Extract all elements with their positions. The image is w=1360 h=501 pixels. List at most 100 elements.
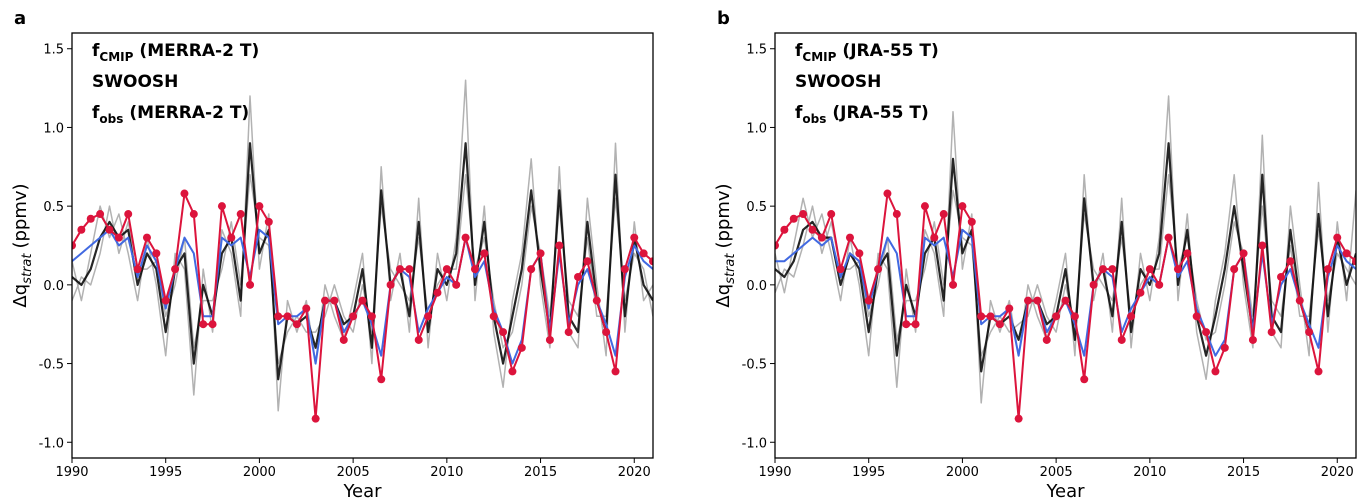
series-point: [855, 249, 864, 258]
series-point: [517, 343, 526, 352]
series-point: [189, 210, 198, 219]
legend-suffix: (JRA-55 T): [832, 103, 928, 123]
series-point: [255, 202, 264, 211]
y-tick-label: 1.5: [746, 43, 767, 58]
series-point: [911, 320, 920, 329]
series-point: [1314, 367, 1323, 376]
series-point: [620, 265, 629, 274]
series-point: [602, 328, 611, 337]
series-point: [171, 265, 180, 274]
series-point: [1220, 343, 1229, 352]
legend-name: f: [795, 41, 803, 61]
series-point: [630, 233, 639, 242]
y-label-main: Δq: [10, 284, 31, 308]
series-point: [180, 189, 189, 198]
plot-area: [775, 95, 1356, 423]
series-point: [775, 241, 779, 250]
series-point: [1258, 241, 1267, 250]
x-tick-label: 2005: [1040, 465, 1073, 480]
legend-name: f: [92, 103, 100, 123]
series-point: [217, 202, 226, 211]
series-point: [292, 320, 301, 329]
series-point: [1202, 328, 1211, 337]
series-point: [442, 265, 451, 274]
series-point: [930, 233, 939, 242]
legend-entry: SWOOSH: [92, 72, 178, 92]
panel-label: b: [717, 8, 730, 29]
y-axis-label: Δqstrat (ppmv): [713, 183, 738, 307]
series-point: [199, 320, 208, 329]
legend-suffix: (MERRA-2 T): [139, 41, 259, 61]
series-point: [1052, 312, 1061, 321]
panel: b -1.0 -0.5 0.0 0.5 1.0 1.5 1990 1995 2000 2005 201…: [713, 8, 1357, 501]
series-point: [395, 265, 404, 274]
series-point: [1108, 265, 1117, 274]
y-tick-label: 1.5: [43, 43, 64, 58]
y-tick-label: -1.0: [39, 436, 64, 451]
x-tick-label: 2005: [337, 465, 370, 480]
legend-name: SWOOSH: [92, 72, 178, 92]
series-point: [142, 233, 151, 242]
series-point: [414, 335, 423, 344]
series-point: [1248, 335, 1257, 344]
series-point: [283, 312, 292, 321]
x-tick-label: 1990: [758, 465, 791, 480]
series-point: [499, 328, 508, 337]
x-tick-label: 2000: [946, 465, 979, 480]
y-tick-label: -0.5: [39, 358, 64, 373]
series-point: [1323, 265, 1332, 274]
series-point: [1164, 233, 1173, 242]
series-point: [77, 225, 86, 234]
series-point: [133, 265, 142, 274]
series-point: [1192, 312, 1201, 321]
series-point: [480, 249, 489, 258]
series-point: [527, 265, 536, 274]
series-point: [246, 280, 255, 289]
x-tick-label: 2015: [524, 465, 557, 480]
legend-name: f: [795, 103, 803, 123]
y-tick-label: 0.5: [746, 200, 767, 215]
series-point: [799, 210, 808, 219]
series-point: [330, 296, 339, 305]
series-point: [461, 233, 470, 242]
legend-entry: fobs (MERRA-2 T): [92, 103, 249, 126]
series-point: [1033, 296, 1042, 305]
y-tick-label: 1.0: [746, 121, 767, 136]
series-point: [995, 320, 1004, 329]
series-point: [1089, 280, 1098, 289]
series-point: [827, 210, 836, 219]
panel-label: a: [14, 8, 26, 29]
legend-sub: CMIP: [99, 50, 133, 64]
series-point: [1080, 375, 1089, 384]
x-tick-label: 1995: [149, 465, 182, 480]
series-point: [1061, 296, 1070, 305]
series-point: [264, 217, 273, 226]
series-point: [1239, 249, 1248, 258]
series-point: [967, 217, 976, 226]
series-point: [949, 280, 958, 289]
series-point: [883, 189, 892, 198]
series-point: [377, 375, 386, 384]
legend-name: f: [92, 41, 100, 61]
x-tick-label: 2020: [618, 465, 651, 480]
series-point: [1024, 296, 1033, 305]
series-point: [161, 296, 170, 305]
ensemble-member-line: [775, 95, 1356, 404]
y-label-unit: (ppmv): [10, 183, 31, 248]
series-point: [545, 335, 554, 344]
series-point: [780, 225, 789, 234]
legend-suffix: (MERRA-2 T): [129, 103, 249, 123]
axes-frame: [71, 32, 654, 459]
series-point: [274, 312, 283, 321]
series-point: [1145, 265, 1154, 274]
series-point: [1342, 249, 1351, 258]
series-point: [564, 328, 573, 337]
y-tick-label: -0.5: [742, 358, 767, 373]
series-point: [1117, 335, 1126, 344]
series-point: [1286, 257, 1295, 266]
series-point: [1005, 304, 1014, 313]
series-point: [72, 241, 76, 250]
x-tick-label: 2015: [1227, 465, 1260, 480]
series-point: [1098, 265, 1107, 274]
series-point: [874, 265, 883, 274]
